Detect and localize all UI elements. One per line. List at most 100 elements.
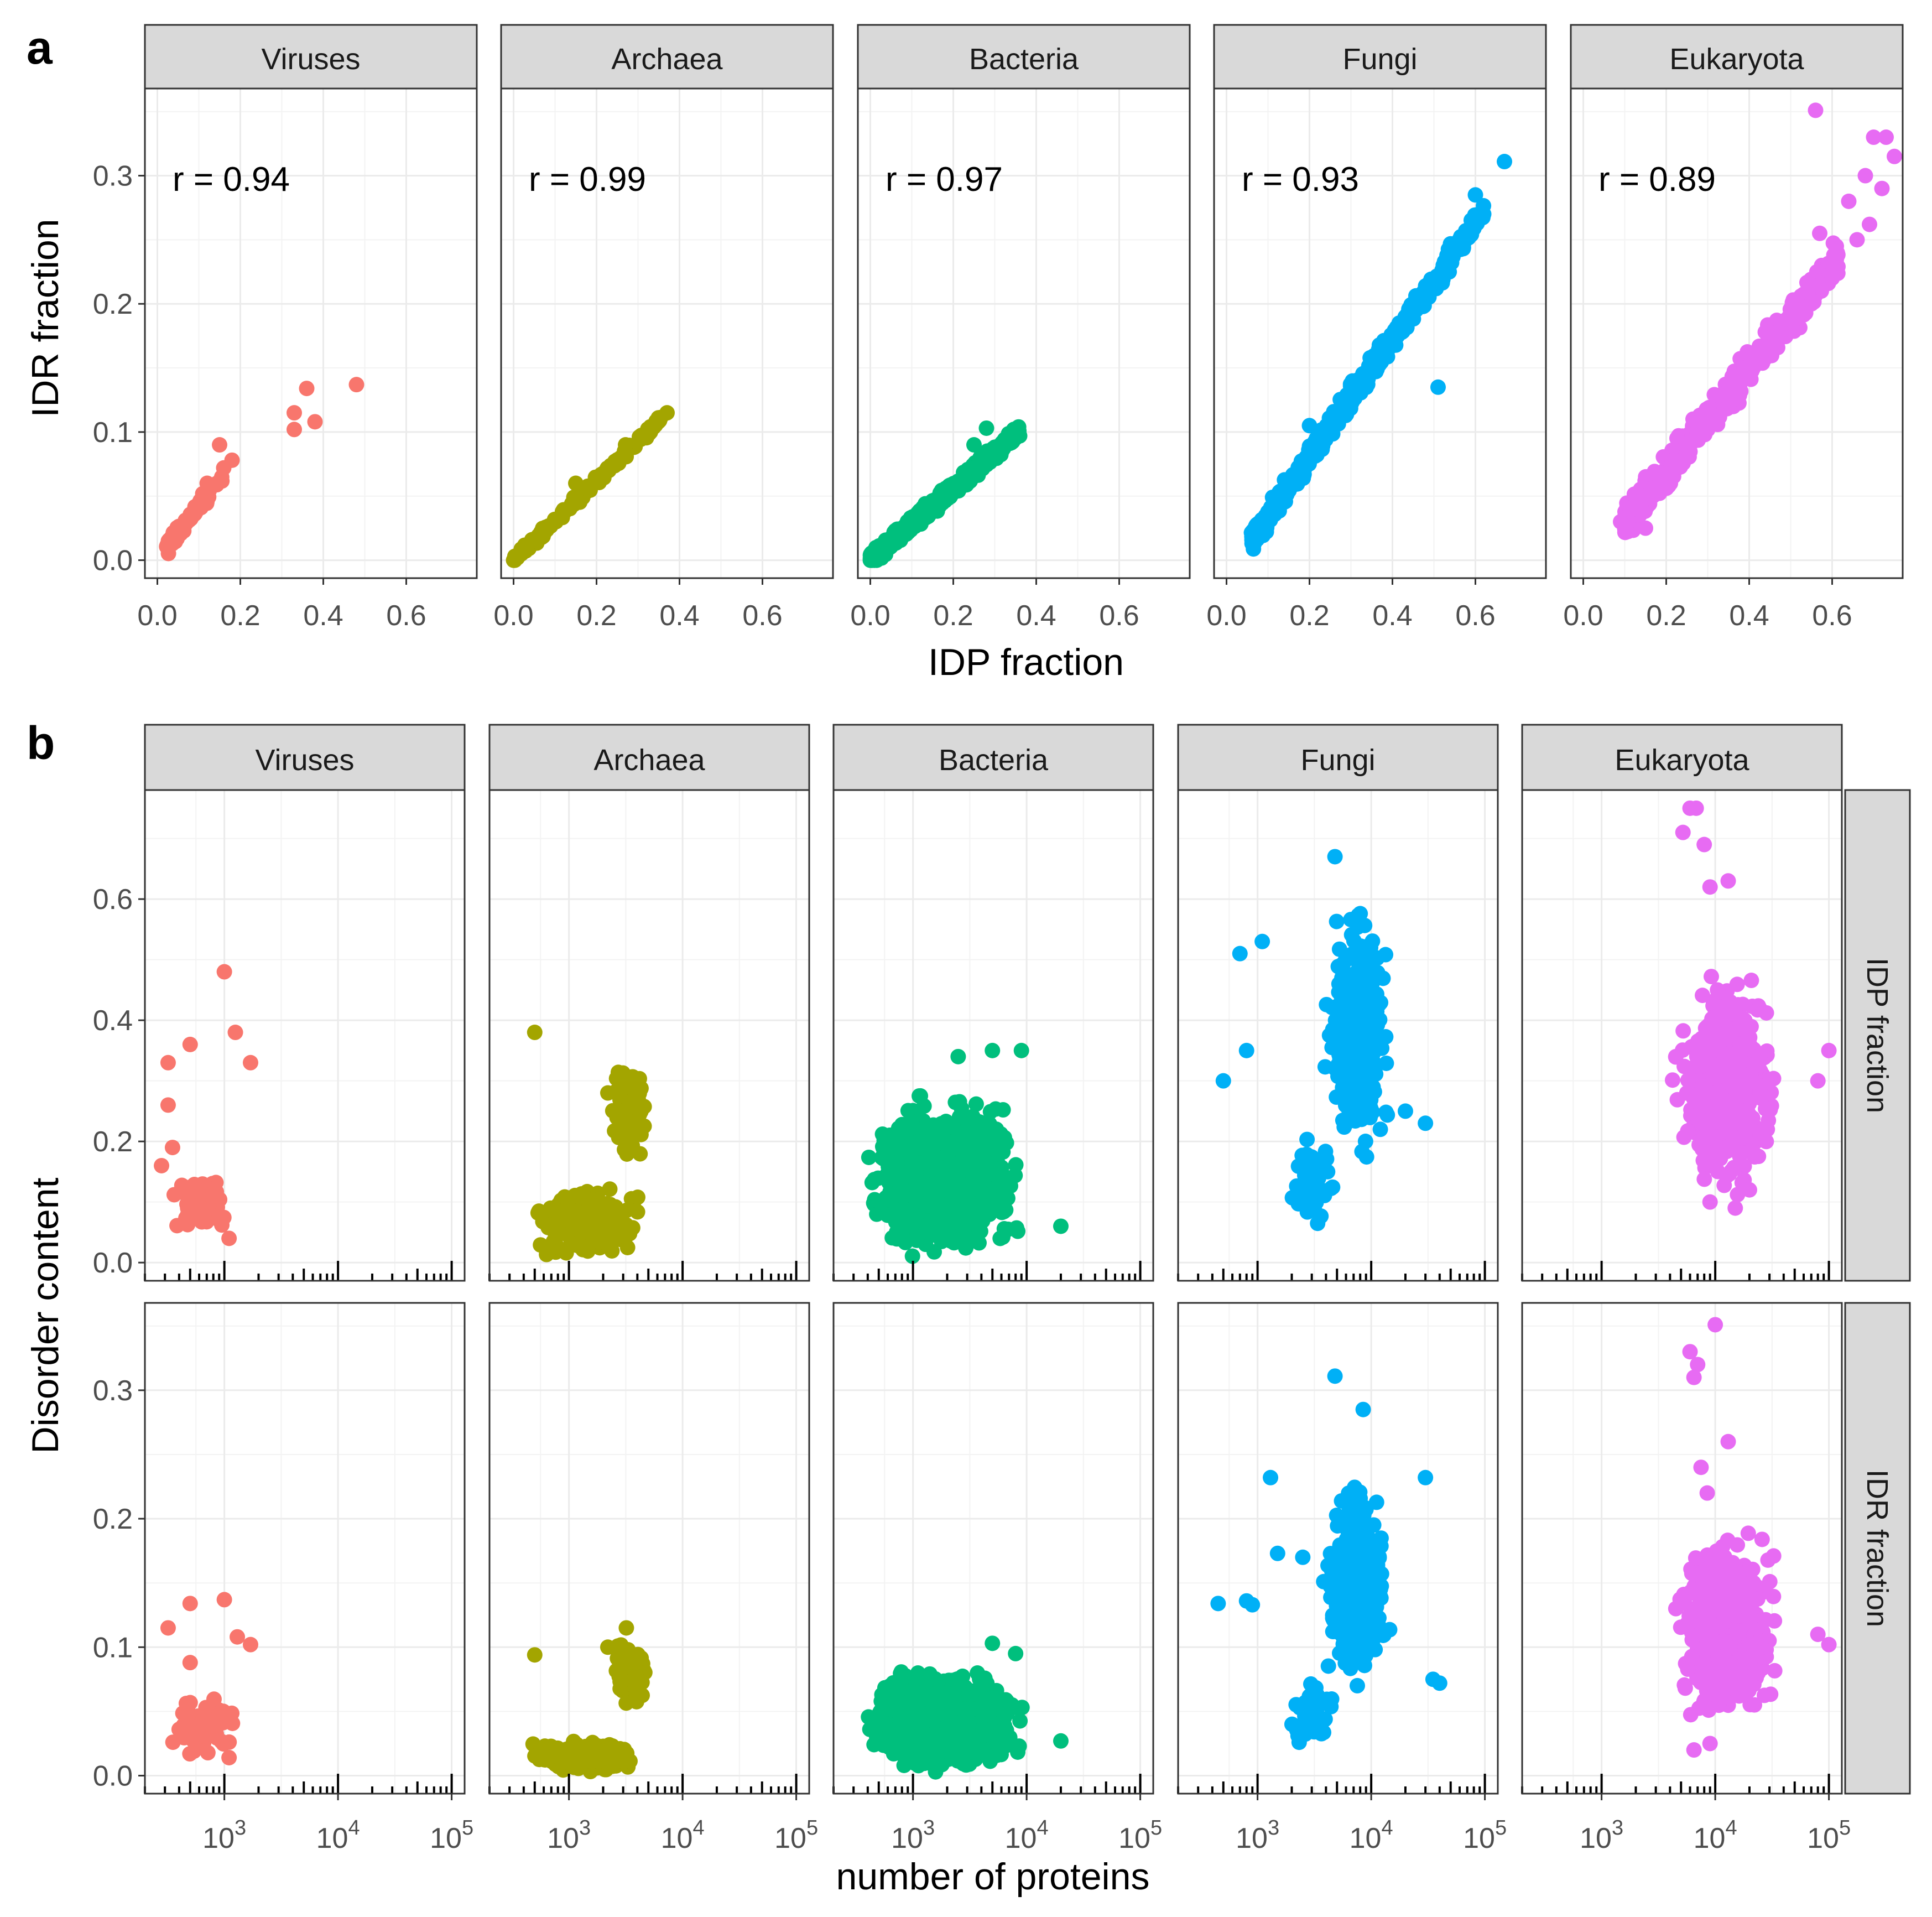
data-point	[1361, 363, 1377, 379]
data-point	[1266, 491, 1282, 507]
data-point	[1420, 278, 1436, 294]
data-point	[1371, 996, 1387, 1012]
data-point	[183, 1181, 199, 1197]
data-point	[971, 1123, 987, 1139]
data-point	[1690, 420, 1706, 436]
data-point	[1361, 1109, 1377, 1125]
data-point	[1682, 444, 1698, 460]
data-point	[1463, 212, 1479, 228]
data-point	[977, 453, 993, 469]
data-point	[1455, 229, 1471, 245]
data-point	[1336, 1062, 1352, 1078]
data-point	[1812, 225, 1827, 241]
points-fungi	[1243, 154, 1512, 557]
data-point	[1347, 1113, 1363, 1129]
x-tick-label: 0.6	[386, 600, 426, 632]
panel-a-label: a	[27, 22, 53, 74]
facet-strip-eukaryota	[1570, 24, 1904, 90]
x-tick-label: 0.6	[742, 600, 782, 632]
x-tick-label: 0.0	[137, 600, 177, 632]
data-point	[1736, 360, 1752, 376]
data-point	[1310, 430, 1326, 446]
x-tick-label: 0.0	[1563, 600, 1603, 632]
data-point	[287, 422, 302, 438]
data-point	[993, 1173, 1009, 1189]
data-point	[1696, 1171, 1712, 1187]
data-point	[1329, 913, 1345, 929]
data-point	[950, 1048, 966, 1064]
data-point	[1353, 1010, 1369, 1026]
data-point	[1238, 1042, 1254, 1058]
data-point	[898, 1202, 914, 1218]
data-point	[1352, 1088, 1368, 1104]
data-point	[643, 424, 658, 440]
data-point	[985, 1042, 1001, 1058]
data-point	[216, 460, 232, 476]
data-point	[1013, 1042, 1029, 1058]
data-point	[1348, 986, 1364, 1002]
data-point	[160, 1097, 176, 1113]
data-point	[622, 1135, 638, 1151]
data-point	[1358, 375, 1374, 391]
points-eukaryota	[1613, 102, 1902, 541]
data-point	[1719, 401, 1735, 417]
data-point	[651, 411, 666, 427]
correlation-annotation-fungi: r = 0.93	[1242, 160, 1359, 199]
data-point	[1758, 1134, 1774, 1150]
data-point	[1365, 1061, 1381, 1077]
data-point	[622, 1225, 638, 1241]
data-point	[1714, 387, 1730, 403]
data-point	[559, 502, 575, 518]
x-tick-label: 0.2	[220, 600, 260, 632]
data-point	[629, 1100, 645, 1116]
data-point	[909, 1232, 925, 1248]
facet-strip-label-bacteria: Bacteria	[969, 43, 1079, 76]
facet-strip-label-b-bacteria: Bacteria	[939, 744, 1049, 777]
data-point	[1344, 1031, 1360, 1047]
data-point	[1697, 1145, 1713, 1161]
x-tick-label: 0.2	[933, 600, 973, 632]
data-point	[978, 420, 994, 436]
data-point	[560, 1193, 576, 1209]
data-point	[959, 1177, 975, 1193]
data-point	[1332, 1003, 1348, 1019]
data-point	[221, 1230, 237, 1246]
x-tick-label: 0.4	[303, 600, 343, 632]
data-point	[1303, 1149, 1319, 1165]
data-point	[629, 1204, 645, 1220]
points-bacteria	[862, 419, 1028, 568]
y-tick-label: 0.4	[93, 1005, 133, 1037]
data-point	[1467, 187, 1483, 203]
facet-strip-bacteria	[857, 24, 1191, 90]
data-point	[931, 1132, 947, 1148]
data-point	[287, 405, 302, 421]
panel-b: Viruses Archaea Bacteria Fungi EukaryotaIDP …	[93, 724, 1911, 1854]
data-point	[910, 1134, 926, 1150]
data-point	[1664, 1072, 1680, 1088]
data-point	[1010, 1223, 1026, 1239]
data-point	[881, 539, 897, 555]
data-point	[995, 434, 1011, 450]
data-point	[1792, 300, 1808, 316]
panel-border	[144, 87, 478, 579]
data-point	[1346, 933, 1362, 949]
data-point	[896, 1188, 912, 1204]
data-point	[966, 437, 982, 453]
data-point	[904, 516, 920, 532]
x-tick-label: 0.2	[576, 600, 616, 632]
facet-strip-fungi	[1213, 24, 1547, 90]
x-tick-label: 0.6	[1099, 600, 1139, 632]
x-tick-label: 0.4	[659, 600, 699, 632]
y-tick-label: 0.0	[93, 545, 133, 577]
data-point	[1701, 401, 1717, 417]
data-point	[925, 499, 941, 515]
facet-strip-label-archaea: Archaea	[611, 43, 723, 76]
data-point	[1360, 949, 1376, 965]
facet-strip-label-b-viruses: Viruses	[255, 744, 354, 777]
data-point	[1644, 481, 1660, 497]
data-point	[878, 1189, 894, 1206]
data-point	[1378, 1104, 1394, 1120]
